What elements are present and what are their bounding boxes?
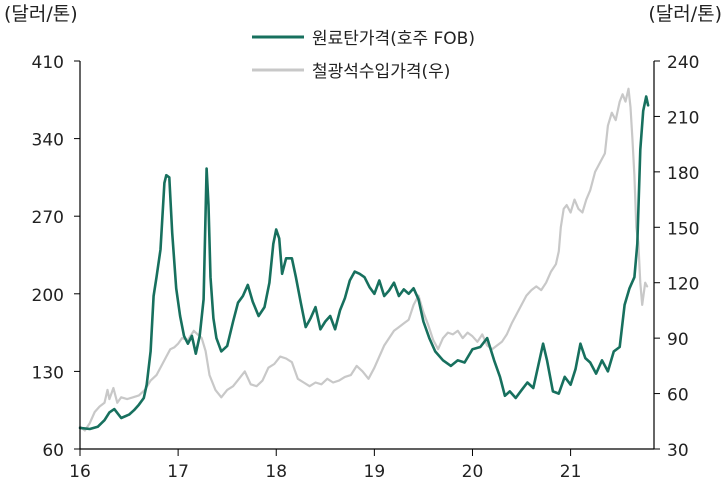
legend-label-coal: 원료탄가격(호주 FOB) (312, 29, 475, 49)
left-axis-tick-label: 200 (32, 286, 64, 306)
series-line-ore (78, 87, 649, 432)
right-axis-unit: (달러/톤) (648, 3, 722, 25)
left-axis-tick-label: 340 (32, 131, 64, 151)
x-axis-tick-label: 18 (265, 462, 287, 482)
right-axis-tick-label: 150 (667, 219, 699, 239)
right-axis-tick-label: 30 (667, 441, 689, 461)
x-axis-tick-label: 21 (560, 462, 582, 482)
axes: 410 340 270 200 130 60 240 210 180 150 120 90 60 30 16… (32, 53, 700, 482)
plot-area: 410 340 270 200 130 60 240 210 180 150 120 90 60 30 16… (32, 53, 700, 482)
right-axis-tick-label: 180 (667, 164, 699, 184)
series-line-coal (78, 95, 650, 431)
series-lines (78, 87, 650, 432)
legend-label-ore: 철광석수입가격(우) (312, 62, 450, 82)
right-axis-tick-label: 210 (667, 108, 699, 128)
x-axis-tick-label: 20 (462, 462, 484, 482)
left-axis-tick-label: 60 (42, 441, 64, 461)
x-axis-tick-label: 16 (69, 462, 91, 482)
left-axis-tick-label: 270 (32, 208, 64, 228)
right-axis-tick-label: 90 (667, 330, 689, 350)
legend: 원료탄가격(호주 FOB) 철광석수입가격(우) (252, 29, 475, 82)
left-axis-tick-label: 410 (32, 53, 64, 73)
right-axis-tick-label: 240 (667, 53, 699, 73)
x-axis-tick-label: 19 (364, 462, 386, 482)
x-axis-tick-label: 17 (167, 462, 189, 482)
left-axis-tick-label: 130 (32, 363, 64, 383)
right-axis-tick-label: 120 (667, 275, 699, 295)
right-axis-tick-label: 60 (667, 386, 689, 406)
left-axis-unit: (달러/톤) (4, 3, 78, 25)
